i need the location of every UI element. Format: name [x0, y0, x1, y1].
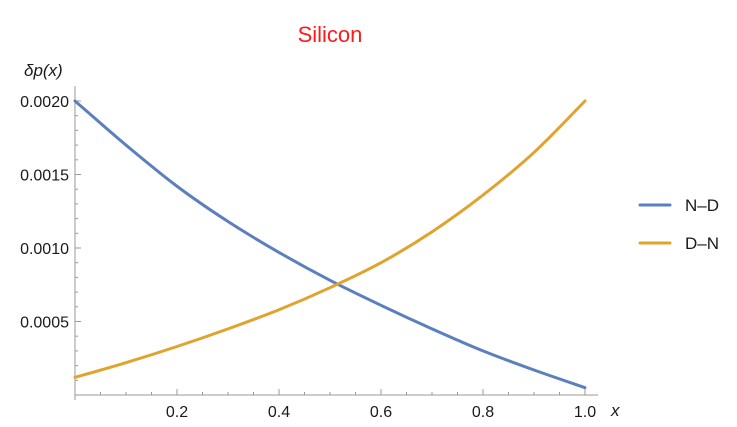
- legend: N–D D–N: [638, 196, 719, 253]
- x-axis-label: x: [610, 401, 620, 420]
- x-tick-label: 0.8: [472, 404, 494, 421]
- y-axis-label: δp(x): [24, 61, 63, 80]
- legend-label: D–N: [685, 234, 719, 253]
- x-tick-label: 0.2: [166, 404, 188, 421]
- series-layer: [73, 99, 587, 390]
- x-tick-label: 0.6: [370, 404, 392, 421]
- series-line-d-n: [73, 99, 587, 379]
- y-tick-label: 0.0015: [20, 168, 69, 185]
- x-tick-label: 0.4: [268, 404, 290, 421]
- series-line-n-d: [73, 99, 587, 390]
- y-ticks: 0.0005 0.0010 0.0015 0.0020: [20, 94, 81, 381]
- x-tick-label: 1.0: [574, 404, 596, 421]
- y-tick-label: 0.0005: [20, 315, 69, 332]
- x-ticks: 0.2 0.4 0.6 0.8 1.0: [100, 389, 596, 421]
- legend-label: N–D: [685, 196, 719, 215]
- y-tick-label: 0.0010: [20, 241, 69, 258]
- chart-title: Silicon: [298, 22, 363, 47]
- y-tick-label: 0.0020: [20, 94, 69, 111]
